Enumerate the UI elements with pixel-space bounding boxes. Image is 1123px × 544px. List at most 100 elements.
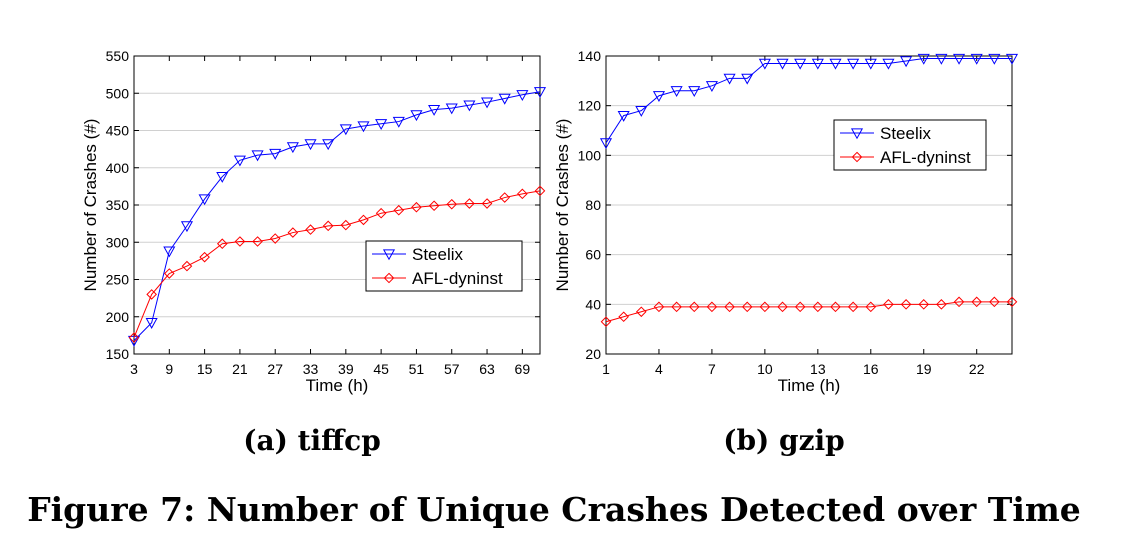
y-tick-label: 40 bbox=[585, 296, 601, 312]
data-point bbox=[758, 58, 771, 70]
legend: Steelix AFL-dyninst bbox=[833, 119, 987, 171]
y-tick-label: 150 bbox=[106, 346, 130, 362]
chart-gzip: 20 40 60 80 100 120 140 1 4 7 10 13 16 19 22 Time (h) Nu… bbox=[553, 48, 1019, 395]
data-point bbox=[688, 301, 700, 313]
data-point bbox=[375, 119, 388, 131]
data-point bbox=[794, 58, 807, 70]
data-point bbox=[517, 188, 528, 200]
legend-box bbox=[365, 240, 523, 292]
data-point bbox=[428, 200, 440, 212]
series-line bbox=[605, 301, 1012, 323]
y-tick-label: 550 bbox=[106, 48, 130, 64]
x-tick-label: 4 bbox=[655, 361, 663, 377]
y-tick-label: 250 bbox=[106, 272, 130, 288]
data-point bbox=[269, 148, 282, 160]
series-steelix bbox=[599, 53, 1019, 150]
legend-marker bbox=[383, 272, 395, 284]
x-tick-label: 16 bbox=[863, 361, 879, 377]
data-point bbox=[829, 58, 842, 70]
data-point bbox=[287, 227, 299, 238]
data-point bbox=[181, 260, 193, 272]
y-tick-label: 400 bbox=[106, 160, 130, 176]
data-point bbox=[653, 301, 665, 313]
x-tick-label: 13 bbox=[810, 361, 826, 377]
data-point bbox=[128, 332, 140, 343]
data-point bbox=[199, 251, 210, 263]
data-point bbox=[953, 296, 965, 308]
legend-label: AFL-dyninst bbox=[412, 269, 503, 288]
data-point bbox=[864, 58, 877, 70]
data-point bbox=[269, 233, 281, 244]
data-point bbox=[635, 306, 647, 318]
y-tick-label: 60 bbox=[585, 247, 601, 263]
data-point bbox=[724, 301, 735, 313]
y-tick-label: 450 bbox=[106, 123, 130, 139]
x-tick-label: 10 bbox=[757, 361, 773, 377]
x-tick-label: 69 bbox=[515, 361, 531, 377]
data-point bbox=[322, 139, 335, 151]
data-point bbox=[830, 301, 841, 313]
y-tick-label: 80 bbox=[585, 197, 601, 213]
data-point bbox=[811, 58, 824, 70]
data-point bbox=[163, 268, 175, 279]
legend-marker bbox=[851, 151, 863, 163]
legend-box bbox=[833, 119, 987, 171]
legend: Steelix AFL-dyninst bbox=[365, 240, 523, 292]
x-tick-label: 63 bbox=[479, 361, 495, 377]
series-steelix bbox=[127, 87, 547, 347]
data-point bbox=[812, 301, 824, 313]
data-point bbox=[617, 110, 630, 122]
data-point bbox=[706, 301, 718, 313]
figure-caption: Figure 7: Number of Unique Crashes Detec… bbox=[27, 490, 1081, 529]
data-point bbox=[1006, 296, 1018, 308]
data-point bbox=[936, 299, 947, 310]
x-axis-label: Time (h) bbox=[306, 376, 369, 395]
data-point bbox=[759, 301, 771, 313]
data-point bbox=[305, 224, 316, 235]
y-axis-label: Number of Crashes (#) bbox=[553, 119, 572, 292]
y-tick-label: 140 bbox=[578, 48, 602, 64]
data-point bbox=[670, 86, 683, 97]
data-point bbox=[304, 139, 317, 151]
subcaption-a: (a) tiffcp bbox=[243, 424, 381, 457]
data-point bbox=[252, 236, 263, 247]
data-point bbox=[952, 53, 966, 65]
legend-marker bbox=[850, 128, 864, 140]
data-point bbox=[883, 299, 894, 310]
data-point bbox=[705, 81, 718, 93]
data-point bbox=[180, 221, 194, 233]
y-tick-label: 20 bbox=[585, 346, 601, 362]
data-point bbox=[358, 214, 369, 226]
data-point bbox=[339, 124, 352, 136]
data-point bbox=[464, 198, 475, 209]
data-point bbox=[882, 58, 895, 70]
data-point bbox=[865, 301, 877, 313]
legend-label: Steelix bbox=[880, 124, 932, 143]
y-tick-label: 200 bbox=[106, 309, 130, 325]
data-point bbox=[234, 236, 246, 247]
data-point bbox=[251, 150, 264, 162]
x-tick-label: 19 bbox=[916, 361, 932, 377]
data-point bbox=[428, 104, 441, 116]
data-point bbox=[600, 316, 612, 328]
data-point bbox=[971, 296, 983, 308]
data-point bbox=[652, 91, 666, 102]
x-tick-label: 33 bbox=[303, 361, 319, 377]
data-point bbox=[988, 53, 1001, 65]
data-point bbox=[233, 155, 246, 167]
data-point bbox=[900, 299, 912, 310]
data-point bbox=[671, 301, 682, 313]
y-tick-label: 500 bbox=[106, 85, 130, 101]
data-point bbox=[216, 238, 228, 250]
y-axis-label: Number of Crashes (#) bbox=[81, 119, 100, 292]
data-point bbox=[599, 138, 613, 150]
data-point bbox=[618, 311, 629, 323]
legend-marker bbox=[382, 249, 396, 261]
data-point bbox=[900, 56, 913, 68]
data-point bbox=[340, 219, 352, 231]
data-point bbox=[445, 103, 458, 115]
data-point bbox=[145, 318, 158, 329]
x-tick-label: 7 bbox=[708, 361, 716, 377]
data-point bbox=[970, 53, 983, 65]
